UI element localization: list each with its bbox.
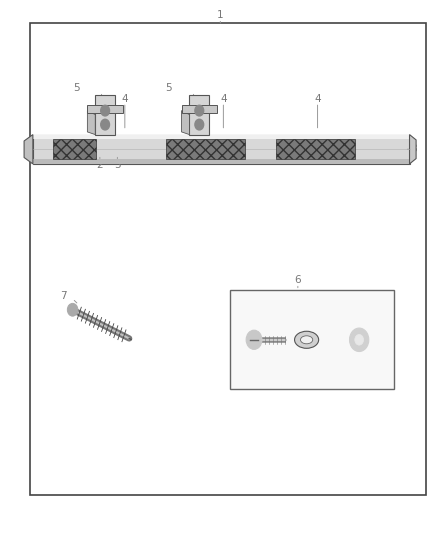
Circle shape <box>350 328 369 352</box>
Bar <box>95 95 115 135</box>
Ellipse shape <box>294 331 318 349</box>
Text: 5: 5 <box>73 83 80 93</box>
Text: 7: 7 <box>60 291 67 301</box>
Bar <box>230 290 394 389</box>
Polygon shape <box>24 135 33 164</box>
Bar <box>33 135 410 139</box>
Circle shape <box>246 330 262 350</box>
Bar <box>87 104 123 112</box>
Text: 6: 6 <box>294 275 301 285</box>
Circle shape <box>101 106 110 116</box>
Bar <box>53 139 96 159</box>
Text: 2: 2 <box>96 160 103 170</box>
Bar <box>166 139 245 159</box>
Bar <box>33 134 410 164</box>
Bar <box>276 139 355 159</box>
Text: 5: 5 <box>165 83 172 93</box>
Text: 4: 4 <box>314 94 321 103</box>
Circle shape <box>101 119 110 130</box>
Circle shape <box>355 335 364 345</box>
Bar <box>30 23 426 495</box>
Circle shape <box>195 106 204 116</box>
Text: 4: 4 <box>220 94 227 103</box>
Polygon shape <box>87 111 95 135</box>
Circle shape <box>195 119 204 130</box>
Text: 3: 3 <box>114 160 121 170</box>
Bar <box>33 159 410 164</box>
Text: 1: 1 <box>217 10 224 20</box>
Bar <box>189 95 209 135</box>
Polygon shape <box>181 111 189 135</box>
Ellipse shape <box>300 336 313 344</box>
Text: 4: 4 <box>121 94 128 103</box>
Text: 8: 8 <box>410 144 417 154</box>
Polygon shape <box>410 135 416 164</box>
Bar <box>181 104 217 112</box>
Circle shape <box>67 303 78 316</box>
